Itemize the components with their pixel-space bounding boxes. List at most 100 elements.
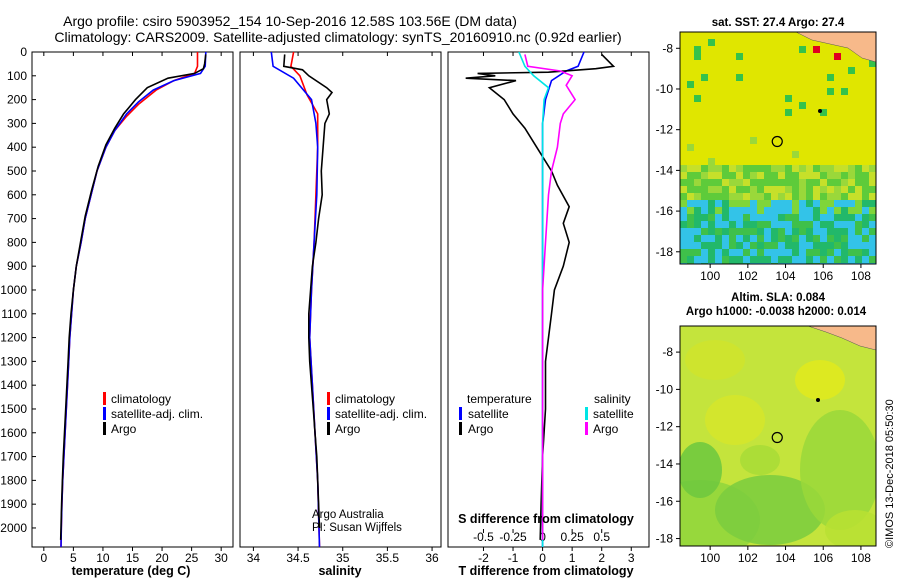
y-tick-label: 300 (7, 116, 27, 130)
sst-cell (841, 207, 848, 214)
sst-cell (799, 249, 806, 256)
sst-cell (813, 221, 820, 228)
sst-cell (778, 179, 785, 186)
sst-cell (862, 207, 869, 214)
sst-cell (750, 207, 757, 214)
sst-cell (834, 256, 841, 263)
sst-cell (722, 172, 729, 179)
sst-cell (876, 242, 883, 249)
sst-cell (792, 214, 799, 221)
sst-cell (799, 242, 806, 249)
sst-cell (743, 256, 750, 263)
lon-tick-label: 100 (700, 269, 720, 283)
sst-cell (708, 158, 715, 165)
sst-cell (715, 235, 722, 242)
sst-cell (813, 46, 820, 53)
sst-cell (694, 249, 701, 256)
sst-lat-axis: -8 -10 -12 -14 -16 -18 (656, 41, 680, 259)
sst-cell (813, 200, 820, 207)
sst-cell (827, 172, 834, 179)
sst-cell (778, 249, 785, 256)
sst-cell (764, 235, 771, 242)
sst-cell (785, 235, 792, 242)
legend-s-satellite-swatch (585, 407, 588, 420)
sst-map-title: sat. SST: 27.4 Argo: 27.4 (712, 17, 845, 29)
sst-cell (708, 193, 715, 200)
sst-cell (722, 179, 729, 186)
y-tick-label: 1500 (0, 402, 27, 416)
lon-tick-label: 100 (700, 551, 720, 565)
figure-title-line1: Argo profile: csiro 5903952_154 10-Sep-2… (63, 13, 517, 29)
sst-cell (855, 186, 862, 193)
sst-cell (764, 179, 771, 186)
sst-cell (855, 249, 862, 256)
sst-cell (736, 172, 743, 179)
sst-cell (715, 256, 722, 263)
sst-cell (841, 235, 848, 242)
sla-lon-axis: 100 102 104 106 108 (700, 546, 871, 565)
sst-cell (694, 46, 701, 53)
x-tick-label: -1 (508, 551, 519, 565)
sst-cell (680, 249, 687, 256)
sla-anomaly-blob (795, 360, 845, 400)
sst-cell (743, 228, 750, 235)
sst-cell (785, 95, 792, 102)
sst-cell (687, 193, 694, 200)
sst-cell (687, 228, 694, 235)
sst-cell (827, 207, 834, 214)
sst-cell (687, 186, 694, 193)
sst-cell (827, 242, 834, 249)
sst-cell (792, 165, 799, 172)
sst-cell (778, 200, 785, 207)
sst-cell (869, 256, 876, 263)
sst-cell (799, 193, 806, 200)
y-tick-label: 700 (7, 212, 27, 226)
sst-cell (687, 249, 694, 256)
lat-tick-label: -10 (656, 82, 674, 96)
sst-cell (820, 200, 827, 207)
sst-cell (834, 186, 841, 193)
temperature-legend: climatology satellite-adj. clim. Argo (103, 392, 203, 436)
sst-cell (750, 214, 757, 221)
sst-cell (785, 242, 792, 249)
sst-cell (715, 214, 722, 221)
sst-cell (855, 179, 862, 186)
sst-cell (855, 200, 862, 207)
x-tick-label: 35 (336, 551, 350, 565)
lon-tick-label: 104 (776, 551, 796, 565)
sst-cell (694, 193, 701, 200)
sst-cell (834, 228, 841, 235)
sst-cell (848, 67, 855, 74)
sst-cell (876, 200, 883, 207)
sst-cell (715, 193, 722, 200)
sst-cell (855, 235, 862, 242)
sst-cell (778, 214, 785, 221)
sst-cell (841, 221, 848, 228)
sst-cell (876, 228, 883, 235)
credit-line2: PI: Susan Wijffels (312, 522, 402, 534)
sst-cell (736, 200, 743, 207)
sst-cell (806, 249, 813, 256)
sst-cell (813, 193, 820, 200)
imos-credit: ©IMOS 13-Dec-2018 05:50:30 (884, 399, 896, 548)
sst-cell (694, 228, 701, 235)
sst-cell (757, 200, 764, 207)
sst-cell (869, 179, 876, 186)
sla-anomaly-blob (705, 395, 765, 445)
sst-cell (827, 186, 834, 193)
sst-cell (806, 207, 813, 214)
sst-cell (827, 88, 834, 95)
x-tick-label: -2 (478, 551, 489, 565)
y-tick-label: 2000 (0, 521, 27, 535)
lat-tick-label: -8 (662, 41, 673, 55)
sst-cell (729, 186, 736, 193)
sst-cell (862, 249, 869, 256)
temperature-axes (31, 51, 234, 548)
sst-cell (715, 207, 722, 214)
sst-cell (813, 165, 820, 172)
sst-cell (834, 214, 841, 221)
sst-cell (729, 221, 736, 228)
sst-cell (708, 249, 715, 256)
sst-cell (771, 179, 778, 186)
